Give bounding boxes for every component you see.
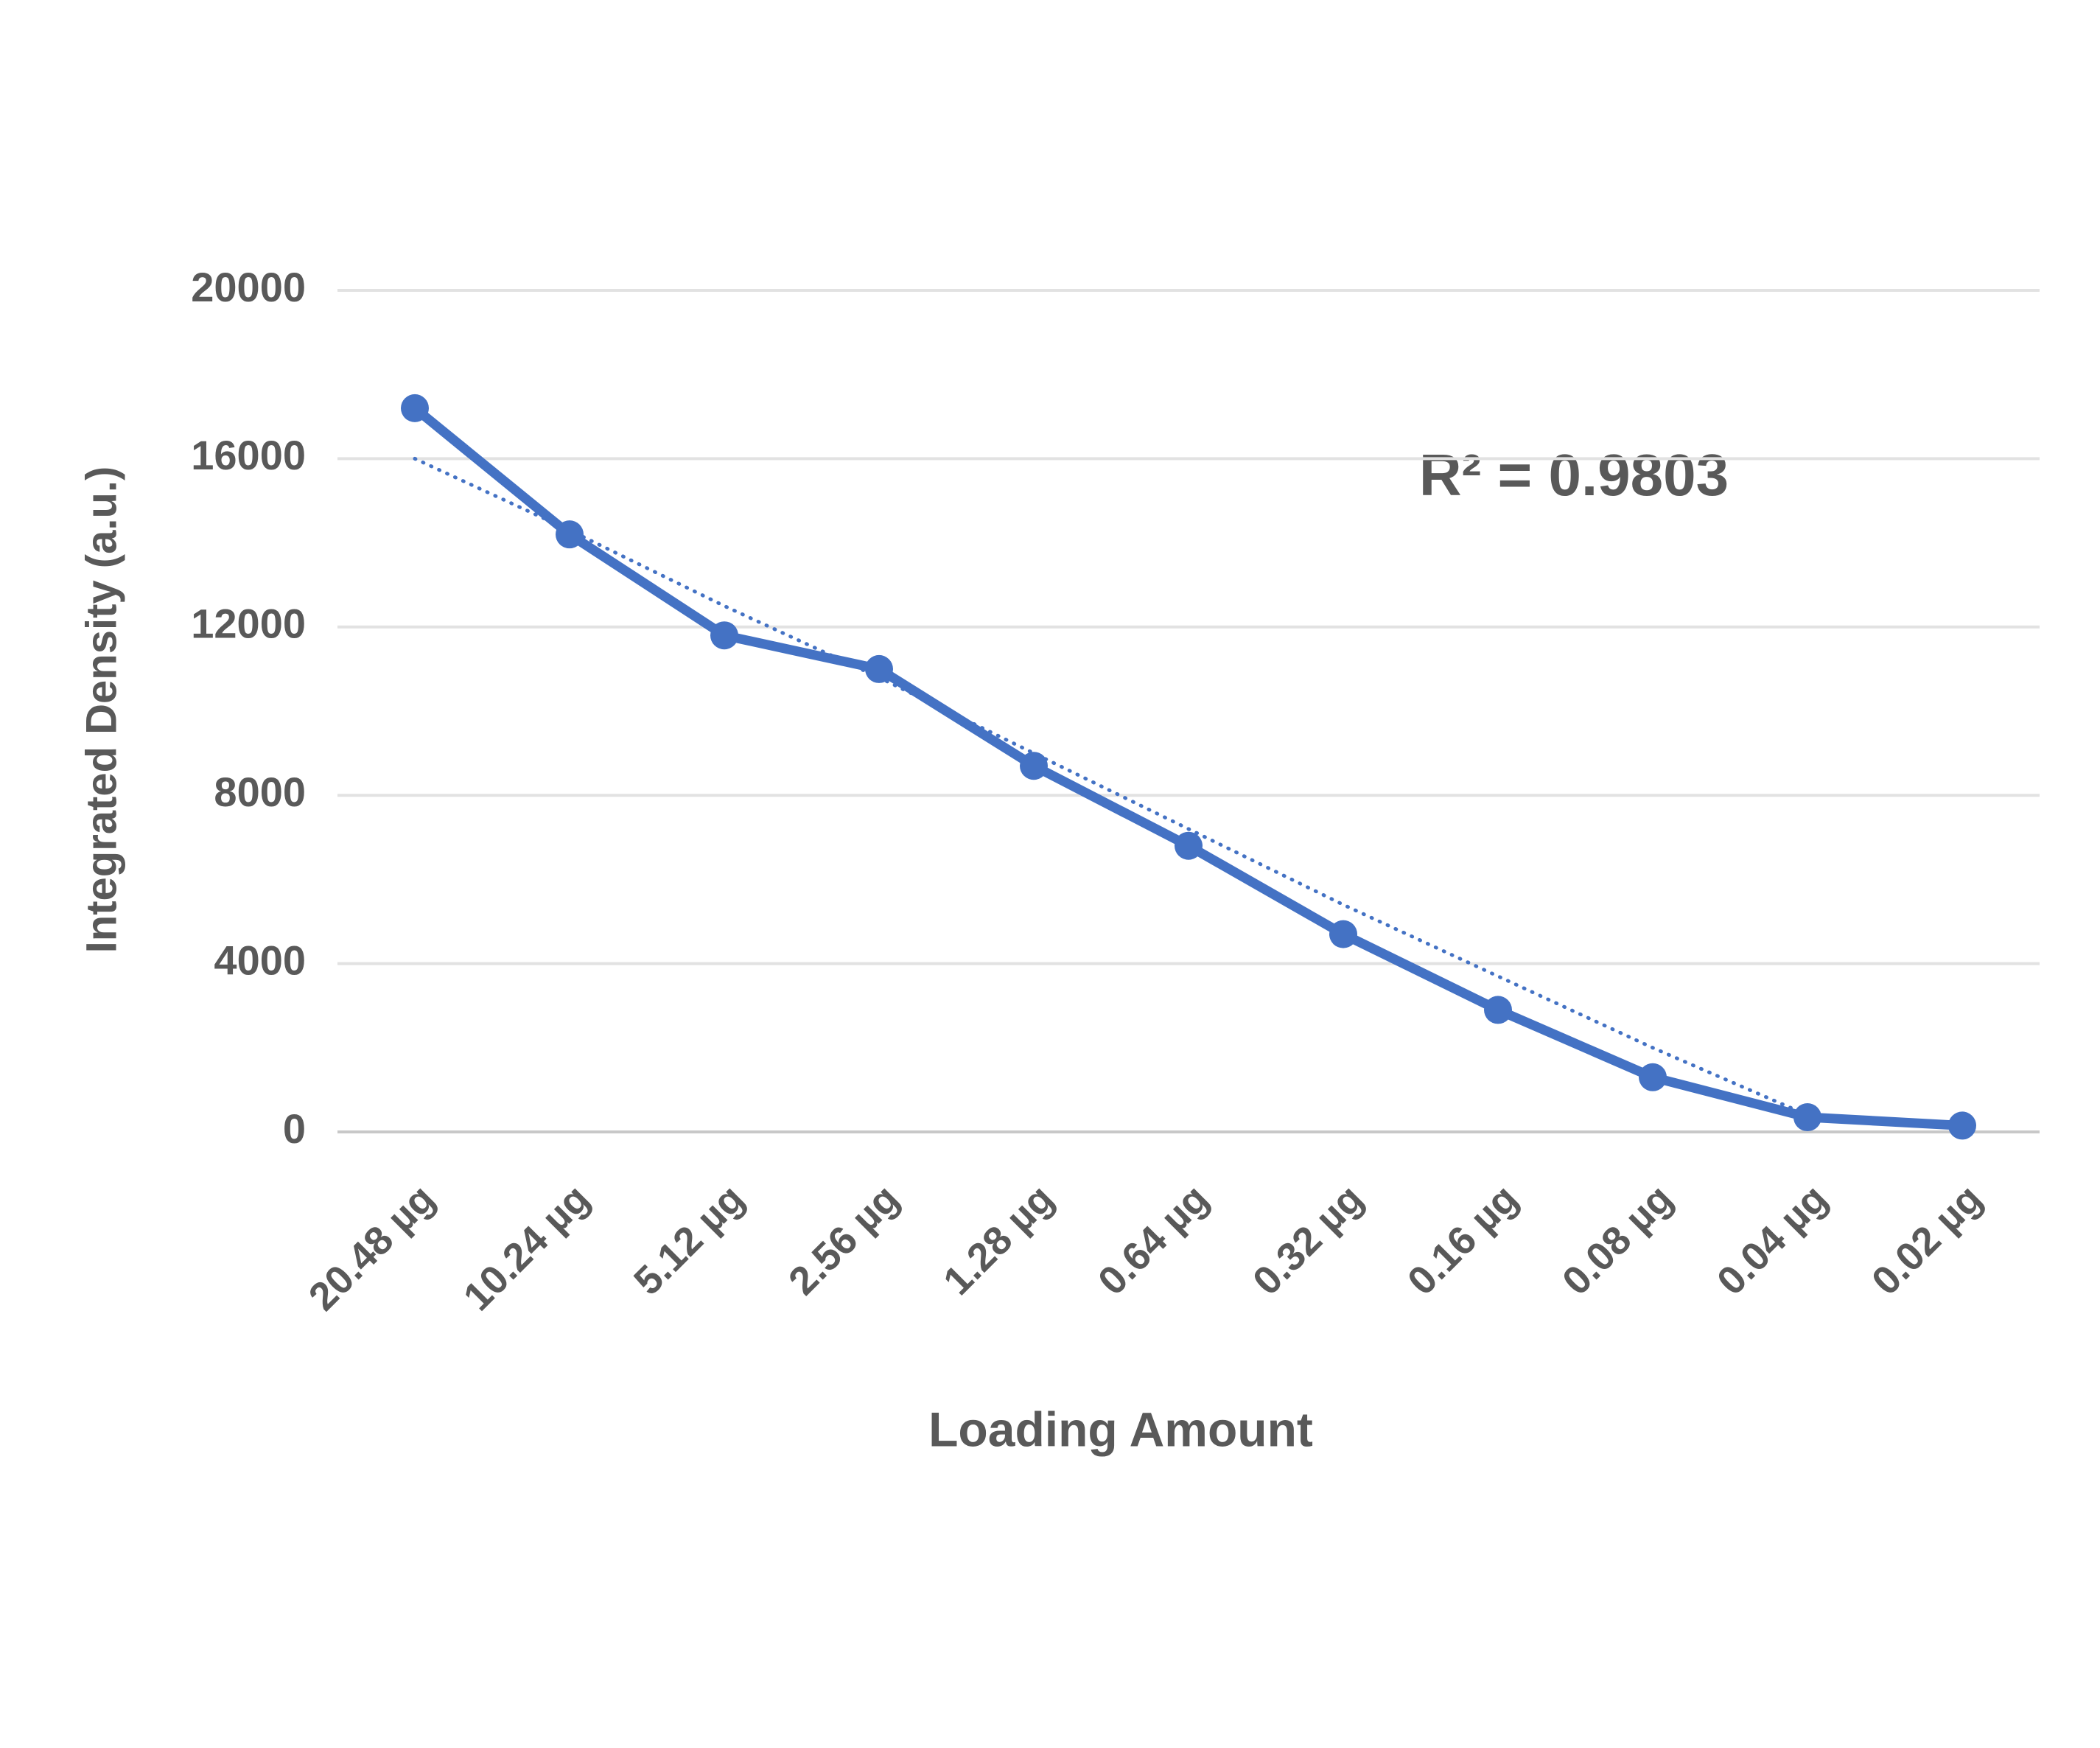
x-tick-label: 1.28 µg [935,1176,1063,1304]
data-point [1639,1063,1667,1091]
x-tick-label: 0.04 µg [1709,1176,1836,1304]
data-point [401,394,429,422]
x-tick-label: 0.32 µg [1245,1176,1372,1304]
data-point [710,621,738,650]
data-point [1484,996,1512,1024]
data-point [1020,752,1048,780]
y-tick-label: 0 [283,1105,306,1152]
y-tick-label: 20000 [191,264,306,310]
y-tick-label: 8000 [214,769,306,815]
r-squared-annotation: R² = 0.9803 [1419,442,1729,508]
data-point [556,520,584,549]
data-point [865,654,893,683]
trendline [413,456,1810,1117]
x-tick-label: 5.12 µg [626,1176,753,1304]
y-tick-label: 16000 [191,432,306,478]
data-point [1175,831,1203,860]
data-line [411,404,1963,1130]
y-tick-label: 4000 [214,937,306,983]
x-tick-label: 2.56 µg [780,1176,908,1304]
x-tick-label: 10.24 µg [455,1176,598,1319]
data-point [1793,1103,1821,1132]
x-tick-label: 0.02 µg [1863,1176,1991,1304]
data-point [1329,920,1357,948]
y-tick-label: 12000 [191,601,306,647]
x-tick-label: 0.16 µg [1399,1176,1527,1304]
y-axis-title: Integrated Density (a.u.) [77,466,125,954]
x-tick-label: 20.48 µg [301,1176,444,1319]
x-tick-label: 0.64 µg [1090,1176,1217,1304]
x-tick-label: 0.08 µg [1554,1176,1681,1304]
x-axis-title: Loading Amount [928,1402,1313,1456]
data-point [1948,1111,1976,1140]
